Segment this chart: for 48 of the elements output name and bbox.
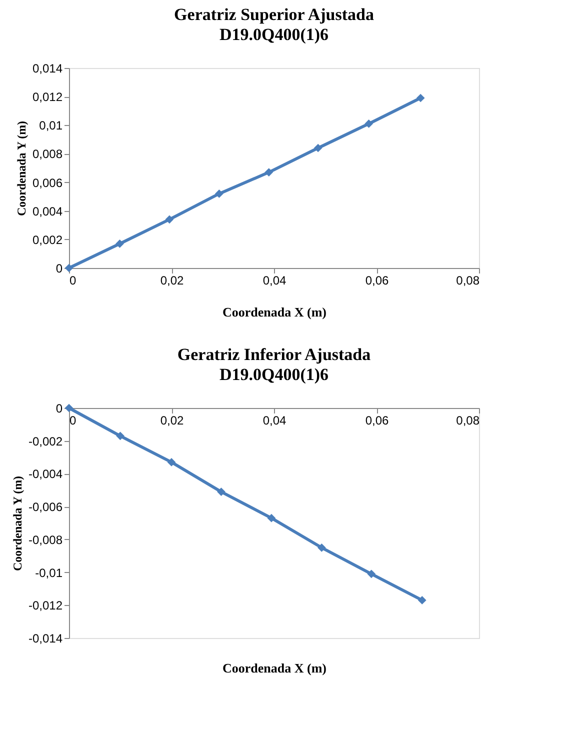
point	[264, 168, 274, 176]
y-tick-label: 0,008	[32, 147, 63, 162]
y-tick-label: -0,014	[28, 632, 63, 646]
x-tick-label: 0,04	[262, 414, 286, 428]
y-axis-title: Coordenada Y (m)	[10, 476, 24, 572]
point	[317, 543, 326, 552]
y-axis-title: Coordenada Y (m)	[14, 120, 28, 216]
point	[116, 432, 124, 440]
y-tick-label: 0,002	[32, 232, 63, 247]
x-tick-label: 0	[70, 414, 76, 428]
x-tick-label: 0,02	[160, 414, 184, 428]
chart-title: Geratriz Superior Ajustada	[174, 5, 374, 24]
point	[367, 570, 376, 578]
x-tick-label: 0,06	[365, 274, 389, 288]
x-axis-title: Coordenada X (m)	[222, 660, 326, 676]
y-tick-label: -0,01	[35, 566, 63, 580]
y-tick-label: 0,01	[39, 118, 63, 133]
y-tick-label: -0,002	[28, 434, 63, 448]
y-tick-label: -0,012	[28, 598, 63, 613]
x-tick-label: 0,06	[365, 414, 389, 428]
x-tick-label: 0,02	[160, 274, 184, 288]
point	[217, 488, 226, 496]
chart-subtitle: D19.0Q400(1)6	[219, 25, 329, 44]
y-tick-label: 0,004	[32, 204, 63, 218]
y-tick-label: 0,012	[32, 90, 63, 104]
x-tick-label: 0,04	[262, 274, 286, 288]
chart-subtitle: D19.0Q400(1)6	[219, 365, 329, 384]
x-tick-label: 0,08	[456, 274, 480, 288]
point	[416, 94, 425, 102]
point	[267, 514, 276, 522]
point	[167, 458, 176, 466]
y-tick-label: 0	[56, 402, 63, 416]
y-tick-label: -0,004	[28, 467, 63, 482]
point	[116, 240, 124, 248]
x-axis-title: Coordenada X (m)	[222, 304, 326, 320]
point	[165, 215, 174, 224]
y-tick-label: -0,006	[28, 500, 63, 514]
point	[214, 190, 224, 198]
x-tick-label: 0,08	[456, 414, 480, 428]
y-tick-label: -0,008	[28, 532, 63, 547]
y-tick-label: 0	[56, 262, 63, 276]
y-tick-label: 0,014	[32, 62, 63, 76]
y-tick-label: 0,006	[32, 176, 63, 190]
chart-title: Geratriz Inferior Ajustada	[177, 345, 372, 364]
x-tick-label: 0	[70, 274, 76, 288]
point	[418, 596, 426, 604]
point	[364, 120, 373, 128]
point	[314, 144, 322, 152]
